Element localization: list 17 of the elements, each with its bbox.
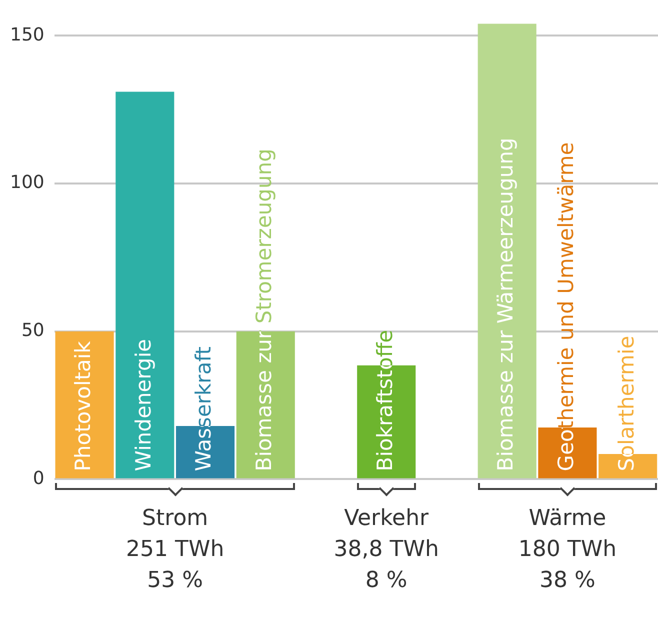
bar [116,92,174,478]
bar [478,24,536,478]
y-tick-label: 100 [10,172,44,194]
y-tick-label: 0 [32,468,44,489]
y-tick-label: 150 [10,24,44,46]
x-tick-label: Photovoltaik [70,340,95,472]
x-tick-label: Wasserkraft [192,346,216,472]
x-tick-label: Windenergie [131,338,156,472]
text: Wärme 180 TWh 38 % [517,505,618,596]
y-tick-label: 50 [21,320,44,341]
x-tick-label: Biomasse zur Wärmeerzeugung [494,138,518,472]
bar [55,331,114,478]
bar [236,331,295,478]
x-tick-label: Biomasse zur Stromerzeugung [252,148,276,472]
x-tick-label: Biokraftstoffe [372,330,397,472]
text: Strom 251 TWh 53 % [125,505,226,596]
text: Verkehr 38,8 TWh 8 % [332,505,440,596]
